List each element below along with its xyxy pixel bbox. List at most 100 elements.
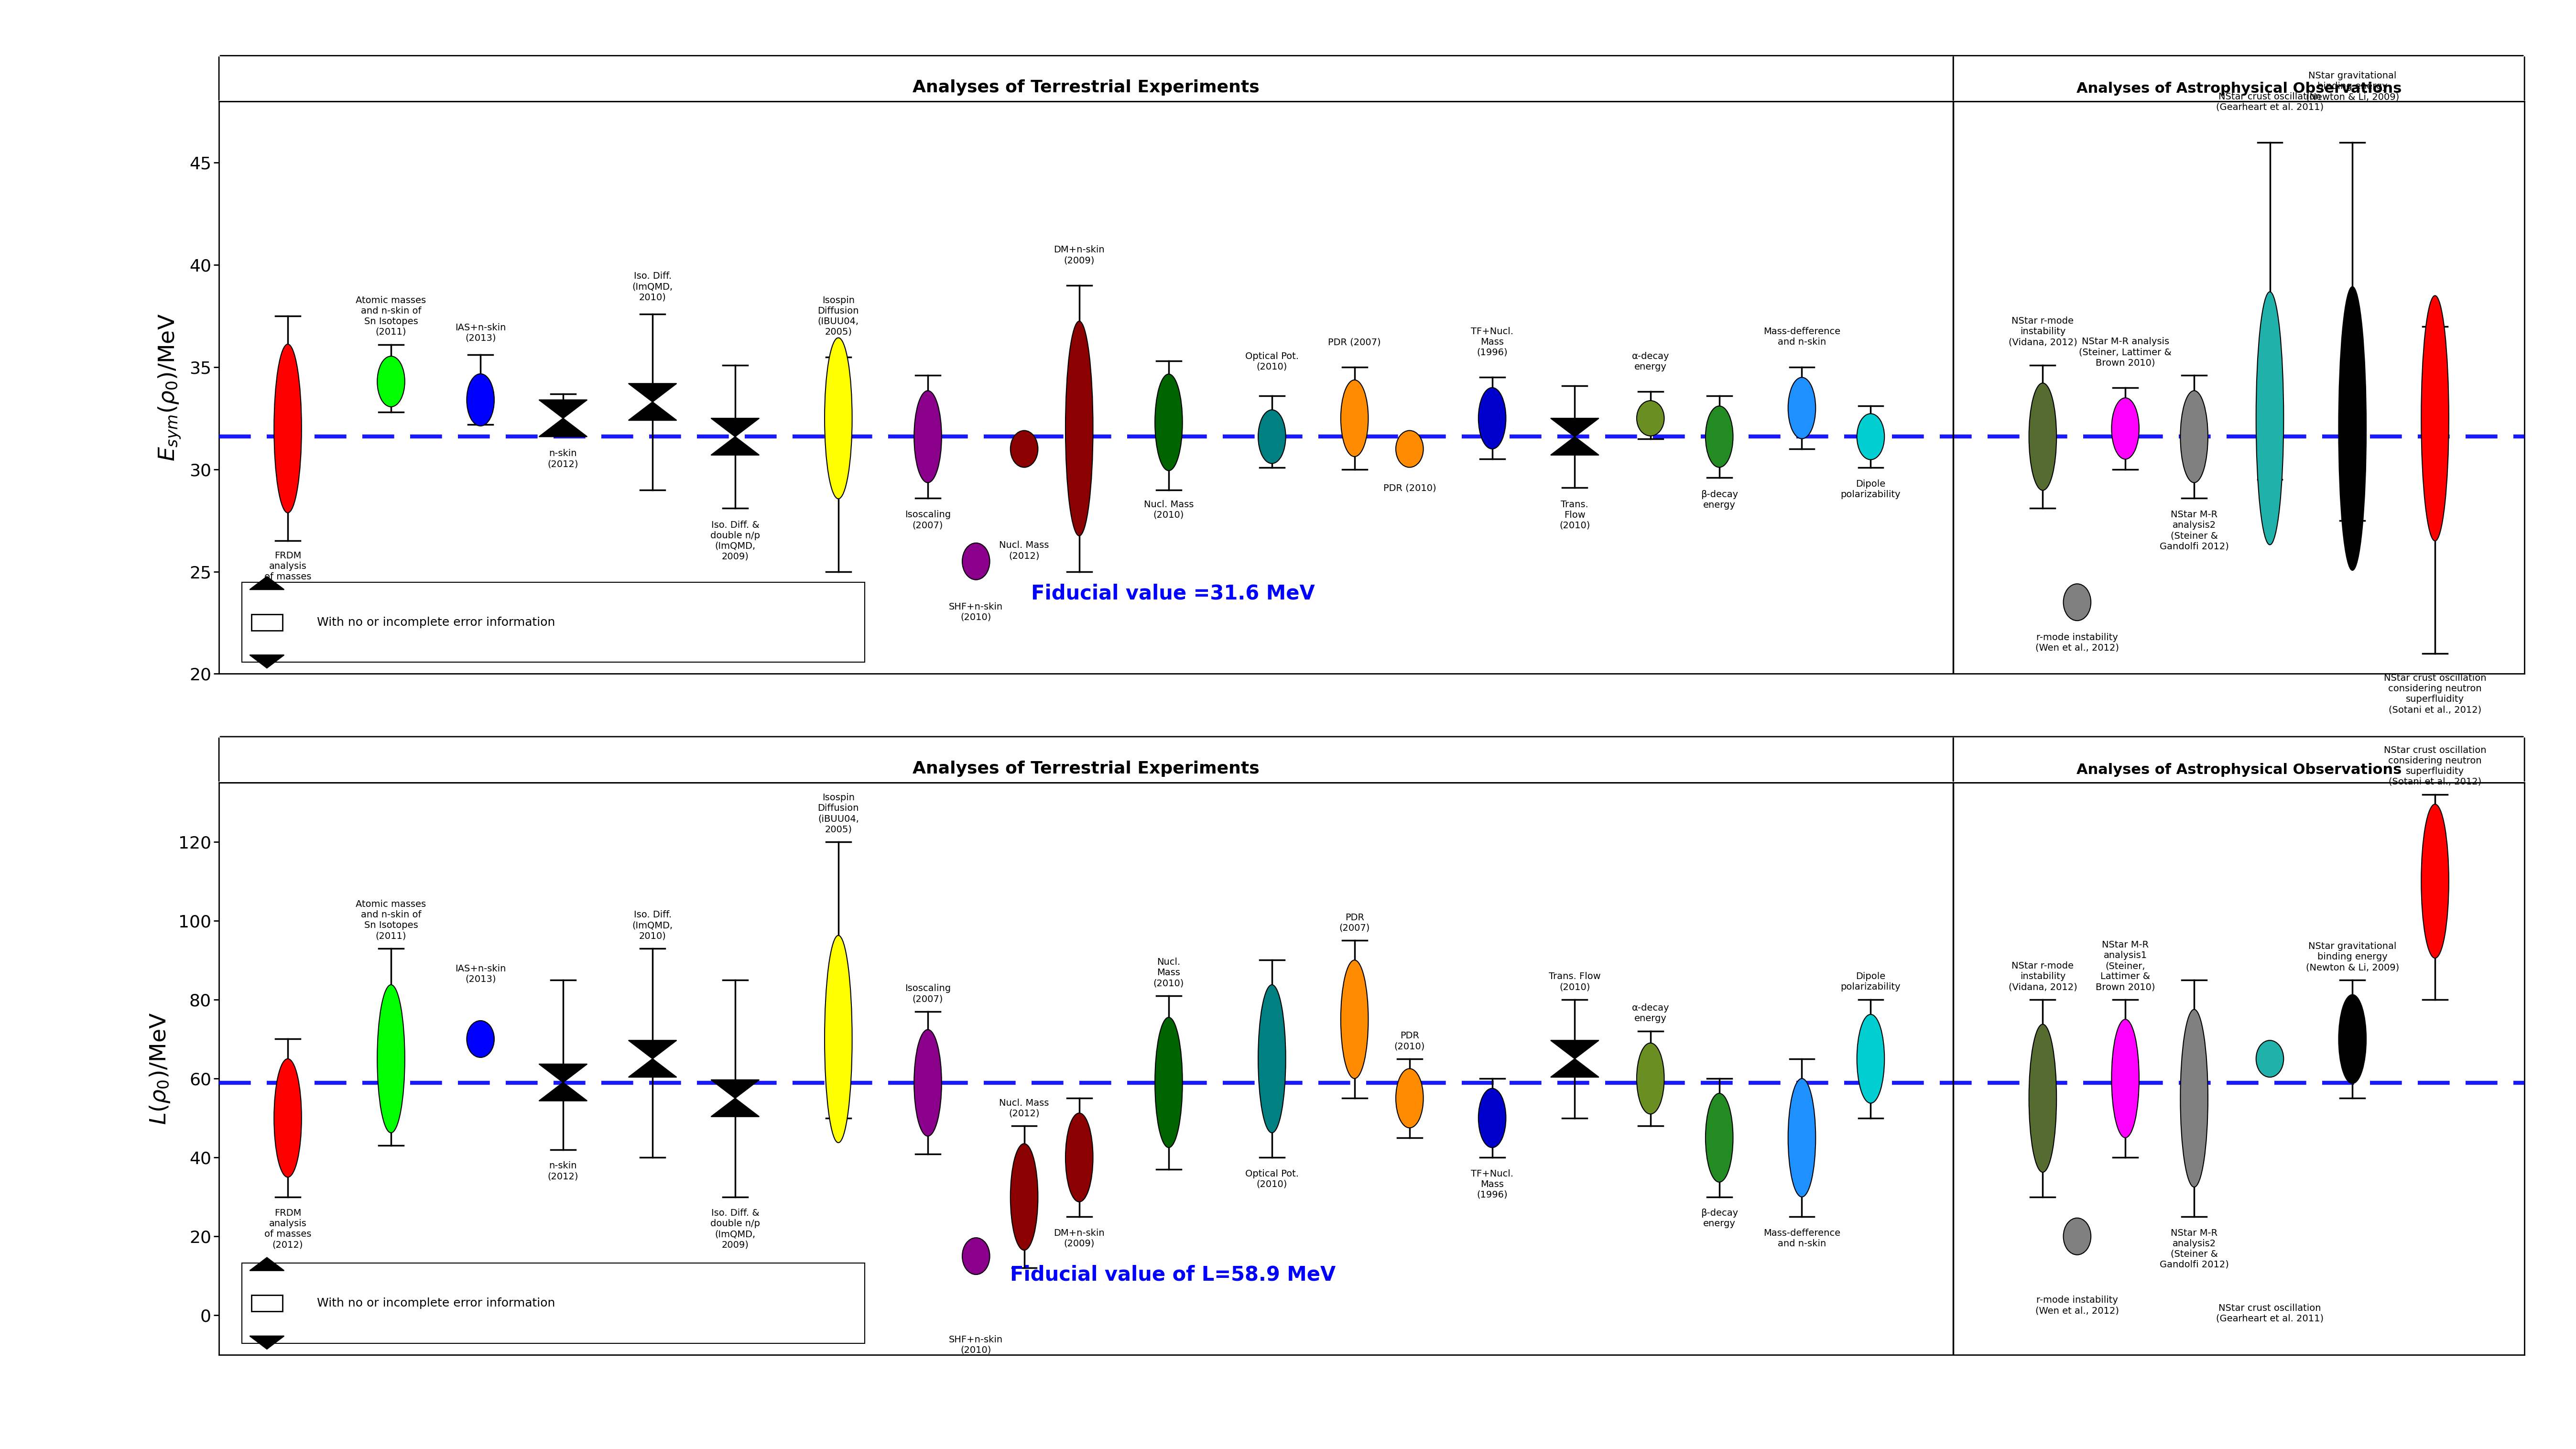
- Text: Fiducial value of L=58.9 MeV: Fiducial value of L=58.9 MeV: [1010, 1265, 1334, 1285]
- Ellipse shape: [2179, 1010, 2208, 1187]
- Text: α-decay
energy: α-decay energy: [1631, 352, 1669, 371]
- Ellipse shape: [1396, 1069, 1425, 1127]
- Ellipse shape: [2063, 1219, 2092, 1255]
- Text: Isoscaling
(2007): Isoscaling (2007): [904, 984, 951, 1004]
- Polygon shape: [711, 419, 760, 436]
- Text: Fiducial value =31.6 MeV: Fiducial value =31.6 MeV: [1030, 584, 1314, 604]
- Ellipse shape: [1479, 1088, 1507, 1148]
- Ellipse shape: [466, 1020, 495, 1058]
- Text: Optical Pot.
(2010): Optical Pot. (2010): [1244, 352, 1298, 371]
- Text: DM+n-skin
(2009): DM+n-skin (2009): [1054, 245, 1105, 265]
- Text: PDR (2007): PDR (2007): [1329, 338, 1381, 346]
- Text: NStar r-mode
instability
(Vidana, 2012): NStar r-mode instability (Vidana, 2012): [2009, 962, 2076, 991]
- Ellipse shape: [2063, 584, 2092, 620]
- Polygon shape: [250, 655, 283, 668]
- Polygon shape: [629, 1040, 677, 1059]
- Text: TF+Nucl.
Mass
(1996): TF+Nucl. Mass (1996): [1471, 1169, 1515, 1200]
- Text: Atomic masses
and n-skin of
Sn Isotopes
(2011): Atomic masses and n-skin of Sn Isotopes …: [355, 296, 425, 336]
- Text: Nucl.
Mass
(2010): Nucl. Mass (2010): [1154, 958, 1185, 988]
- Text: Analyses of Terrestrial Experiments: Analyses of Terrestrial Experiments: [912, 761, 1260, 777]
- Ellipse shape: [1340, 961, 1368, 1078]
- Text: Dipole
polarizability: Dipole polarizability: [1842, 480, 1901, 500]
- Polygon shape: [629, 384, 677, 401]
- Text: Isospin
Diffusion
(IBUU04,
2005): Isospin Diffusion (IBUU04, 2005): [817, 296, 858, 336]
- Text: TF+Nucl.
Mass
(1996): TF+Nucl. Mass (1996): [1471, 327, 1515, 356]
- Ellipse shape: [1340, 380, 1368, 456]
- Ellipse shape: [2179, 391, 2208, 483]
- Text: DM+n-skin
(2009): DM+n-skin (2009): [1054, 1229, 1105, 1248]
- Ellipse shape: [466, 374, 495, 426]
- Bar: [242, 582, 866, 662]
- Ellipse shape: [2112, 1019, 2138, 1137]
- Ellipse shape: [1154, 1017, 1182, 1148]
- Bar: [252, 614, 283, 630]
- Ellipse shape: [824, 936, 853, 1143]
- Text: n-skin
(2012): n-skin (2012): [549, 449, 580, 468]
- Text: NStar crust oscillation
considering neutron
superfluidity
(Sotani et al., 2012): NStar crust oscillation considering neut…: [2383, 674, 2486, 714]
- Text: r-mode instability
(Wen et al., 2012): r-mode instability (Wen et al., 2012): [2035, 633, 2120, 652]
- Polygon shape: [711, 1080, 760, 1098]
- Text: Optical Pot.
(2010): Optical Pot. (2010): [1244, 1169, 1298, 1188]
- Ellipse shape: [824, 338, 853, 498]
- Text: With no or incomplete error information: With no or incomplete error information: [317, 1297, 554, 1308]
- Y-axis label: $E_{sym}(\rho_0)$/MeV: $E_{sym}(\rho_0)$/MeV: [157, 314, 183, 461]
- Bar: [252, 1295, 283, 1311]
- Ellipse shape: [2339, 287, 2367, 571]
- Polygon shape: [1551, 1059, 1600, 1077]
- Polygon shape: [629, 1059, 677, 1077]
- Ellipse shape: [1010, 430, 1038, 468]
- Ellipse shape: [1154, 374, 1182, 471]
- Ellipse shape: [2257, 291, 2282, 545]
- Text: Trans. Flow
(2010): Trans. Flow (2010): [1548, 972, 1600, 991]
- Text: Isoscaling
(2007): Isoscaling (2007): [904, 510, 951, 530]
- Polygon shape: [538, 419, 587, 436]
- Text: NStar crust oscillation
(Gearheart et al. 2011): NStar crust oscillation (Gearheart et al…: [2215, 1304, 2324, 1323]
- Polygon shape: [250, 1258, 283, 1271]
- Text: SHF+n-skin
(2010): SHF+n-skin (2010): [948, 603, 1002, 622]
- Ellipse shape: [2257, 1040, 2282, 1077]
- Polygon shape: [711, 436, 760, 455]
- Ellipse shape: [1788, 1078, 1816, 1197]
- Text: α-decay
energy: α-decay energy: [1631, 1004, 1669, 1023]
- Text: PDR
(2010): PDR (2010): [1394, 1032, 1425, 1051]
- Ellipse shape: [376, 356, 404, 407]
- Text: NStar r-mode
instability
(Vidana, 2012): NStar r-mode instability (Vidana, 2012): [2009, 317, 2076, 346]
- Polygon shape: [250, 1336, 283, 1349]
- Text: PDR
(2007): PDR (2007): [1340, 913, 1370, 933]
- Ellipse shape: [1705, 1094, 1734, 1182]
- Text: Iso. Diff.
(ImQMD,
2010): Iso. Diff. (ImQMD, 2010): [631, 910, 672, 940]
- Bar: [242, 1264, 866, 1343]
- Ellipse shape: [1857, 413, 1886, 459]
- Ellipse shape: [1066, 322, 1092, 536]
- Text: Nucl. Mass
(2012): Nucl. Mass (2012): [999, 540, 1048, 561]
- Polygon shape: [711, 1098, 760, 1117]
- Text: NStar crust oscillation
considering neutron
superfluidity
(Sotani et al., 2012): NStar crust oscillation considering neut…: [2383, 746, 2486, 787]
- Text: Isospin
Diffusion
(iBUU04,
2005): Isospin Diffusion (iBUU04, 2005): [817, 793, 858, 833]
- Text: Analyses of Astrophysical Observations: Analyses of Astrophysical Observations: [2076, 762, 2401, 777]
- Ellipse shape: [1479, 388, 1507, 449]
- Text: NStar M-R
analysis1
(Steiner,
Lattimer &
Brown 2010): NStar M-R analysis1 (Steiner, Lattimer &…: [2094, 940, 2156, 991]
- Polygon shape: [538, 400, 587, 419]
- Ellipse shape: [963, 1237, 989, 1275]
- Text: NStar crust oscillation
(Gearheart et al. 2011): NStar crust oscillation (Gearheart et al…: [2215, 93, 2324, 112]
- Ellipse shape: [273, 345, 301, 513]
- Text: IAS+n-skin
(2013): IAS+n-skin (2013): [456, 323, 505, 342]
- Text: FRDM
analysis
of masses
(2012): FRDM analysis of masses (2012): [265, 551, 312, 591]
- Text: SHF+n-skin
(2010): SHF+n-skin (2010): [948, 1335, 1002, 1355]
- Ellipse shape: [1636, 400, 1664, 436]
- Ellipse shape: [914, 1030, 943, 1136]
- Text: NStar gravitational
binding energy
(Newton & Li, 2009): NStar gravitational binding energy (Newt…: [2306, 942, 2398, 972]
- Ellipse shape: [2030, 1024, 2056, 1172]
- Text: Iso. Diff. &
double n/p
(ImQMD,
2009): Iso. Diff. & double n/p (ImQMD, 2009): [711, 520, 760, 561]
- Text: Mass-defference
and n-skin: Mass-defference and n-skin: [1765, 1229, 1839, 1248]
- Ellipse shape: [1788, 377, 1816, 439]
- Text: NStar gravitational
binding energy
(Newton & Li, 2009): NStar gravitational binding energy (Newt…: [2306, 71, 2398, 101]
- Polygon shape: [538, 1082, 587, 1101]
- Polygon shape: [250, 577, 283, 590]
- Text: NStar M-R
analysis2
(Steiner &
Gandolfi 2012): NStar M-R analysis2 (Steiner & Gandolfi …: [2159, 1229, 2228, 1269]
- Ellipse shape: [376, 985, 404, 1133]
- Ellipse shape: [1705, 406, 1734, 468]
- Ellipse shape: [2030, 383, 2056, 490]
- Ellipse shape: [2421, 804, 2450, 958]
- Ellipse shape: [1257, 410, 1285, 464]
